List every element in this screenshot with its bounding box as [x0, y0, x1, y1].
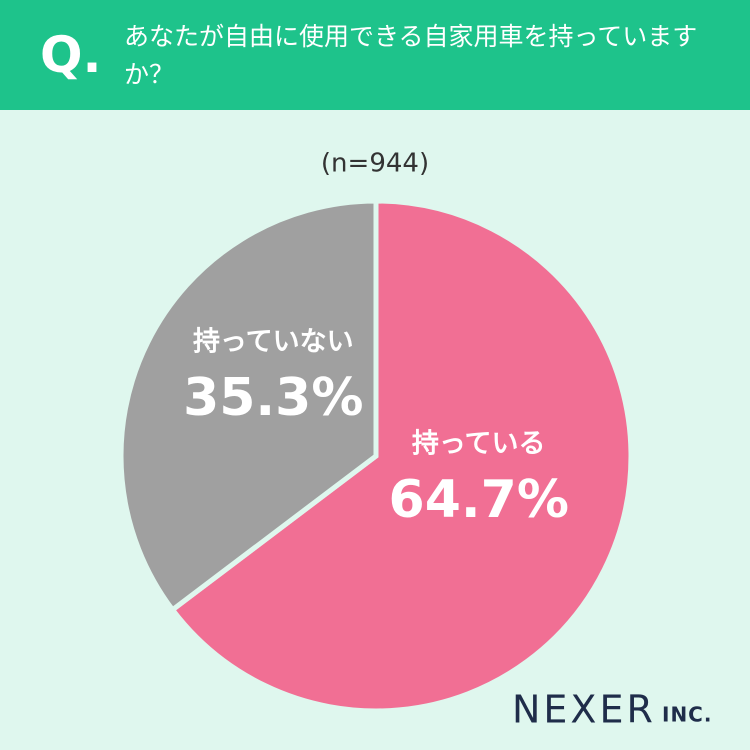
slice-label: 持っている	[412, 429, 546, 460]
value-label: 35.3%	[183, 368, 363, 428]
value-label: 64.7%	[389, 470, 569, 530]
question-label: Q.	[40, 26, 102, 84]
chart-title: あなたが自由に使用できる自家用車を持っていますか？	[124, 22, 698, 89]
pie-slice	[169, 198, 634, 714]
slice-label: 持っていない	[193, 326, 354, 357]
logo-suffix: INC.	[662, 703, 712, 727]
header: Q. あなたが自由に使用できる自家用車を持っていますか？	[0, 0, 750, 110]
logo-name: NEXER	[512, 688, 656, 732]
chart-subtitle: (n=944)	[321, 149, 429, 179]
pie-slice	[118, 198, 379, 614]
